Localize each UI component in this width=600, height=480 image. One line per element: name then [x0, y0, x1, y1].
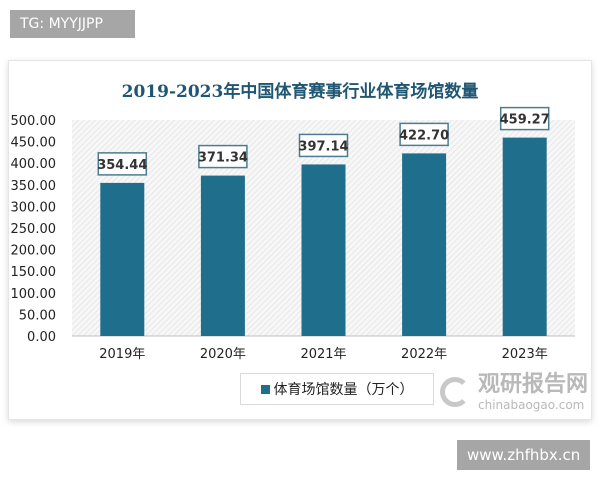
- chart-title: 2019-2023年中国体育赛事行业体育场馆数量: [122, 81, 479, 102]
- site-watermark: www.zhfhbx.cn: [457, 440, 590, 470]
- tg-watermark: TG: MYYJJPP: [10, 10, 135, 38]
- data-label-box: [399, 122, 449, 147]
- bar: [100, 182, 145, 336]
- watermark-en: chinabaogao.com: [478, 398, 585, 412]
- data-label: 422.70: [399, 128, 449, 143]
- data-label-box: [97, 152, 148, 176]
- x-tick-label: 2020年: [200, 347, 246, 362]
- legend: 体育场馆数量（万个）: [240, 373, 434, 405]
- x-tick-label: 2021年: [300, 347, 346, 362]
- y-tick-label: 450.00: [11, 136, 57, 151]
- data-label-box: [499, 106, 550, 131]
- y-tick-label: 350.00: [11, 179, 57, 194]
- data-label: 371.34: [198, 151, 248, 166]
- bar: [502, 137, 547, 336]
- data-label-box: [198, 144, 248, 169]
- y-tick-label: 500.00: [11, 114, 57, 129]
- y-tick-label: 300.00: [11, 200, 57, 215]
- x-tick-label: 2022年: [401, 347, 447, 362]
- watermark-cn: 观研报告网: [478, 372, 589, 397]
- y-tick-label: 0.00: [27, 330, 56, 345]
- y-tick-label: 50.00: [19, 308, 56, 323]
- x-tick-label: 2023年: [502, 347, 548, 362]
- bar: [200, 175, 245, 336]
- logo-icon: [440, 377, 470, 407]
- legend-swatch: [260, 384, 270, 394]
- data-label: 354.44: [97, 158, 147, 173]
- data-label: 459.27: [500, 113, 550, 128]
- y-tick-label: 400.00: [11, 157, 57, 172]
- y-tick-label: 250.00: [11, 222, 57, 237]
- data-label-box: [298, 133, 349, 158]
- y-tick-label: 200.00: [11, 244, 57, 259]
- x-tick-label: 2019年: [99, 347, 145, 362]
- y-tick-label: 150.00: [11, 265, 57, 280]
- data-label: 397.14: [298, 139, 348, 154]
- legend-label: 体育场馆数量（万个）: [273, 382, 414, 398]
- bar: [402, 153, 447, 336]
- bar: [301, 164, 346, 336]
- y-tick-label: 100.00: [11, 287, 57, 302]
- chinabaogao-watermark: 观研报告网 chinabaogao.com: [440, 372, 598, 413]
